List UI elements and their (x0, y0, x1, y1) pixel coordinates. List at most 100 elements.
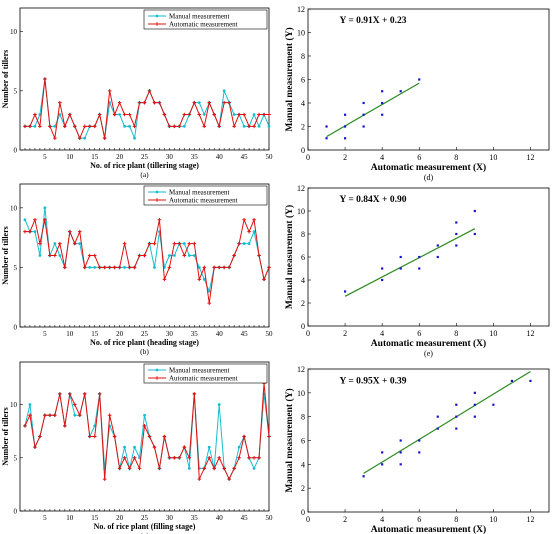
x-tick-label: 30 (166, 330, 174, 338)
y-tick-label: 5 (14, 454, 18, 462)
data-point-automatic (227, 265, 231, 270)
x-tick-label: 25 (141, 514, 149, 522)
x-tick-label: 8 (454, 153, 458, 162)
data-point-automatic (58, 241, 62, 246)
data-point-automatic (182, 112, 187, 117)
data-point-automatic (77, 229, 82, 234)
panel-caption: (b) (140, 347, 149, 356)
data-point-automatic (63, 424, 67, 428)
x-tick-label: 10 (66, 153, 74, 161)
y-axis-label: Number of tillers (1, 226, 10, 285)
data-point-automatic (43, 217, 47, 222)
data-point-automatic (177, 124, 182, 129)
data-point-automatic (152, 100, 157, 105)
data-point-automatic (38, 124, 42, 129)
y-tick-label: 12 (297, 5, 305, 14)
data-point-automatic (157, 217, 162, 222)
data-point-automatic (252, 124, 256, 129)
data-point-automatic (23, 229, 27, 234)
x-tick-label: 15 (91, 153, 99, 161)
data-point-automatic (167, 455, 172, 460)
line-chart-c: 5 10 15 20 25 30 35 40 45 50 0 5 10 No. of rice plant… (1, 361, 274, 534)
data-point-automatic (23, 124, 27, 129)
x-tick-label: 5 (43, 514, 47, 522)
data-point-automatic (112, 112, 117, 117)
x-tick-label: 2 (343, 515, 347, 524)
scatter-point (399, 451, 402, 454)
data-point-automatic (58, 392, 62, 396)
x-tick-label: 0 (306, 329, 310, 338)
scatter-point (399, 255, 402, 259)
data-point-automatic (53, 413, 57, 418)
y-tick-label: 8 (301, 413, 305, 422)
data-point-automatic (257, 253, 261, 258)
scatter-point (473, 391, 476, 394)
data-point-automatic (257, 112, 261, 117)
data-point-automatic (197, 477, 202, 481)
x-tick-label: 4 (380, 153, 384, 162)
data-point-automatic (157, 466, 162, 471)
data-point-automatic (122, 112, 127, 117)
y-tick-label: 10 (297, 29, 305, 38)
data-point-manual (172, 254, 176, 257)
scatter-point (418, 78, 421, 81)
data-point-automatic (252, 455, 256, 460)
x-tick-label: 40 (216, 330, 224, 338)
x-tick-label: 5 (43, 330, 47, 338)
x-tick-label: 25 (141, 330, 149, 338)
plot-frame (19, 361, 270, 512)
legend-label: Manual measurement (169, 367, 230, 375)
y-tick-label: 4 (301, 276, 305, 285)
data-point-automatic (122, 455, 127, 460)
data-point-automatic (63, 124, 67, 129)
data-point-automatic (112, 434, 117, 439)
data-point-manual (23, 218, 27, 222)
data-point-automatic (33, 217, 37, 222)
scatter-point (455, 232, 458, 236)
data-point-manual (88, 266, 92, 269)
y-tick-label: 2 (301, 299, 305, 308)
data-point-automatic (137, 100, 142, 105)
x-tick-label: 45 (241, 153, 249, 161)
y-axis-label: Manual measurement (Y) (284, 388, 295, 492)
data-point-manual (83, 136, 87, 140)
x-tick-label: 6 (417, 515, 421, 524)
data-point-automatic (142, 100, 147, 105)
line-chart-b: 5 10 15 20 25 30 35 40 45 50 0 5 10 No. of rice plant… (1, 183, 273, 356)
y-axis-label: Manual measurement (Y) (284, 27, 295, 131)
scatter-point (436, 255, 439, 259)
data-point-automatic (167, 124, 172, 129)
data-point-automatic (82, 265, 87, 270)
data-point-manual (202, 277, 206, 281)
data-point-automatic (107, 265, 112, 270)
series-line-automatic (24, 217, 270, 304)
data-point-automatic (142, 253, 147, 258)
data-point-automatic (137, 466, 142, 471)
scatter-point (399, 463, 402, 466)
data-point-automatic (127, 466, 132, 471)
x-axis-label: Automatic measurement (X) (371, 162, 486, 173)
data-point-automatic (242, 112, 246, 117)
x-axis-label: No. of rice plant (filling stage) (94, 522, 196, 531)
data-point-automatic (242, 217, 246, 222)
data-point-manual (78, 242, 82, 245)
data-point-automatic (112, 265, 117, 270)
data-point-automatic (102, 136, 107, 140)
x-axis-label: Automatic measurement (X) (371, 338, 486, 349)
data-point-automatic (33, 445, 37, 449)
data-point-automatic (28, 229, 32, 234)
data-point-manual (252, 113, 256, 116)
data-point-automatic (97, 112, 102, 117)
data-point-manual (197, 266, 201, 269)
plot-frame (307, 187, 550, 327)
data-point-automatic (58, 100, 62, 105)
x-tick-label: 50 (266, 514, 274, 522)
scatter-point (510, 379, 514, 383)
scatter-point (436, 244, 439, 247)
legend-box (143, 363, 268, 384)
data-point-automatic (117, 466, 122, 471)
x-tick-label: 12 (526, 153, 534, 162)
data-point-automatic (237, 112, 241, 117)
data-point-automatic (68, 229, 72, 234)
regression-line (363, 370, 531, 474)
